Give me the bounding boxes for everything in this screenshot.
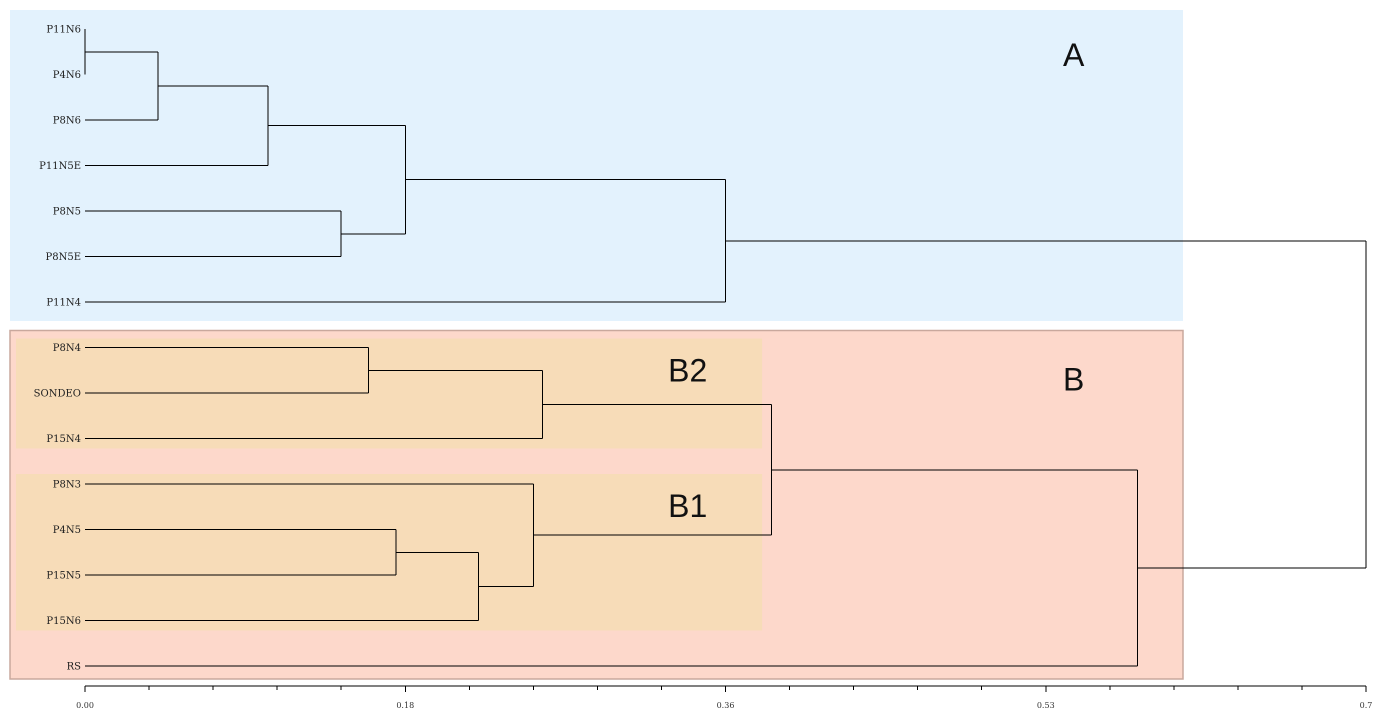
group-label-b: B: [1063, 362, 1084, 398]
leaf-label-p15n6: P15N6: [46, 616, 81, 627]
group-box-b1: [16, 474, 763, 631]
leaf-label-p15n5: P15N5: [46, 571, 81, 582]
leaf-label-p8n5: P8N5: [53, 207, 81, 218]
leaf-labels: P11N6 P4N6 P8N6 P11N5E P8N5 P8N5E P11N4 P8N4 SON…: [34, 25, 81, 673]
dendrogram-links: [84, 29, 1367, 667]
cluster-group-boxes: [9, 10, 1184, 680]
group-label-a: A: [1063, 37, 1085, 73]
cluster-group-labels: A B B2 B1: [668, 37, 1085, 524]
leaf-label-p8n4: P8N4: [53, 343, 81, 354]
tick-label-4: 0.7: [1360, 701, 1373, 710]
leaf-label-sondeo: SONDEO: [34, 389, 81, 400]
group-label-b1: B1: [668, 488, 707, 524]
tick-label-2: 0.36: [717, 701, 735, 710]
leaf-label-p4n5: P4N5: [53, 525, 81, 536]
leaf-label-p8n6: P8N6: [53, 116, 81, 127]
tick-label-1: 0.18: [396, 701, 414, 710]
leaf-label-p8n5e: P8N5E: [45, 252, 81, 263]
tick-label-3: 0.53: [1037, 701, 1055, 710]
leaf-label-p11n6: P11N6: [46, 25, 81, 36]
distance-axis: 0.00 0.18 0.36 0.53 0.7: [76, 685, 1373, 710]
leaf-label-p4n6: P4N6: [53, 70, 81, 81]
leaf-label-rs: RS: [67, 662, 82, 673]
tick-label-0: 0.00: [76, 701, 94, 710]
group-label-b2: B2: [668, 353, 707, 389]
leaf-label-p11n4: P11N4: [46, 298, 81, 309]
leaf-label-p15n4: P15N4: [46, 434, 81, 445]
leaf-label-p8n3: P8N3: [53, 480, 81, 491]
leaf-label-p11n5e: P11N5E: [39, 161, 81, 172]
